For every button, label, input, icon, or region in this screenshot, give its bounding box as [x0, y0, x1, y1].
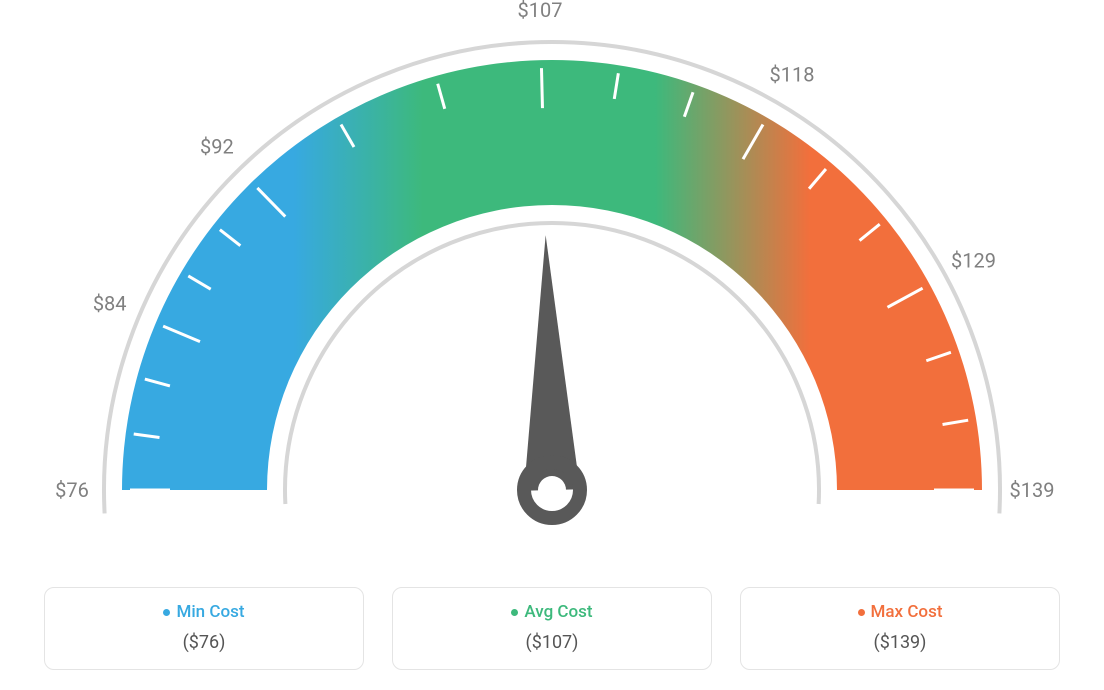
legend-card-min: Min Cost ($76): [44, 587, 364, 670]
svg-text:$129: $129: [951, 248, 996, 272]
gauge-area: $76 $84 $92 $107 $118 $129 $139: [0, 0, 1104, 560]
svg-text:$107: $107: [518, 0, 563, 22]
legend-avg-title: Avg Cost: [403, 602, 701, 622]
legend-min-title: Min Cost: [55, 602, 353, 622]
dot-icon: [511, 609, 518, 616]
svg-text:$118: $118: [770, 62, 815, 86]
legend-min-value: ($76): [55, 632, 353, 653]
legend-avg-label: Avg Cost: [524, 602, 592, 622]
legend-max-label: Max Cost: [871, 602, 943, 622]
svg-text:$76: $76: [55, 478, 89, 502]
legend-avg-value: ($107): [403, 632, 701, 653]
legend-min-label: Min Cost: [176, 602, 244, 622]
cost-gauge-panel: $76 $84 $92 $107 $118 $129 $139 Min Cost ($76)…: [0, 0, 1104, 690]
dot-icon: [163, 609, 170, 616]
legend-card-max: Max Cost ($139): [740, 587, 1060, 670]
legend-max-title: Max Cost: [751, 602, 1049, 622]
dot-icon: [858, 609, 865, 616]
legend-card-avg: Avg Cost ($107): [392, 587, 712, 670]
legend-row: Min Cost ($76) Avg Cost ($107) Max Cost …: [0, 587, 1104, 670]
svg-text:$84: $84: [93, 292, 127, 316]
svg-text:$92: $92: [200, 134, 234, 158]
svg-text:$139: $139: [1010, 478, 1055, 502]
legend-max-value: ($139): [751, 632, 1049, 653]
gauge-svg: $76 $84 $92 $107 $118 $129 $139: [0, 0, 1104, 560]
